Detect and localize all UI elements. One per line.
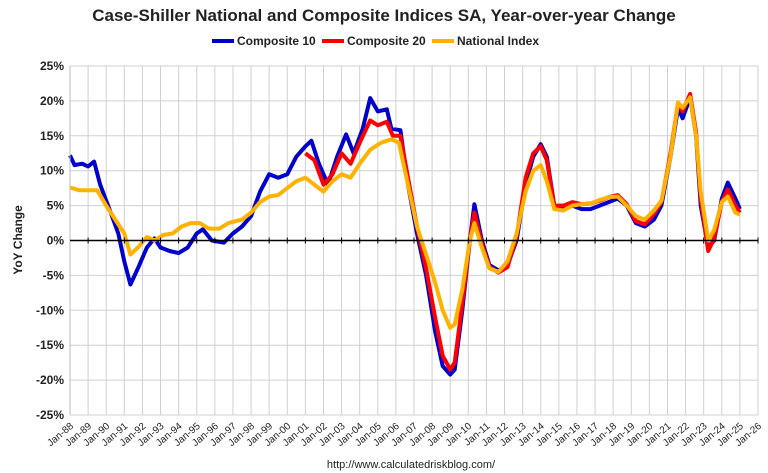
chart-title: Case-Shiller National and Composite Indi…	[92, 6, 676, 25]
y-tick-label: -15%	[36, 338, 64, 352]
legend-label: Composite 10	[237, 34, 316, 48]
y-tick-label: -25%	[36, 408, 64, 422]
legend: Composite 10 Composite 20 National Index	[212, 34, 539, 48]
y-tick-label: 0%	[47, 234, 65, 248]
y-tick-label: 20%	[40, 94, 64, 108]
y-tick-label: -5%	[43, 268, 65, 282]
source-url: http://www.calculatedriskblog.com/	[327, 459, 496, 471]
y-tick-label: 10%	[40, 164, 64, 178]
y-tick-label: -20%	[36, 373, 64, 387]
y-tick-label: -10%	[36, 303, 64, 317]
legend-label: National Index	[457, 34, 539, 48]
y-tick-label: 5%	[47, 199, 65, 213]
y-axis-label: YoY Change	[11, 205, 25, 275]
series-line-composite-10	[68, 95, 742, 377]
y-tick-label: 25%	[40, 59, 64, 73]
legend-label: Composite 20	[347, 34, 426, 48]
y-tick-label: 15%	[40, 129, 64, 143]
series-line-composite-20	[304, 91, 742, 372]
axes: Jan-88Jan-89Jan-90Jan-91Jan-92Jan-93Jan-…	[36, 59, 764, 449]
series-line-national-index	[69, 95, 741, 330]
series-group	[68, 91, 742, 377]
